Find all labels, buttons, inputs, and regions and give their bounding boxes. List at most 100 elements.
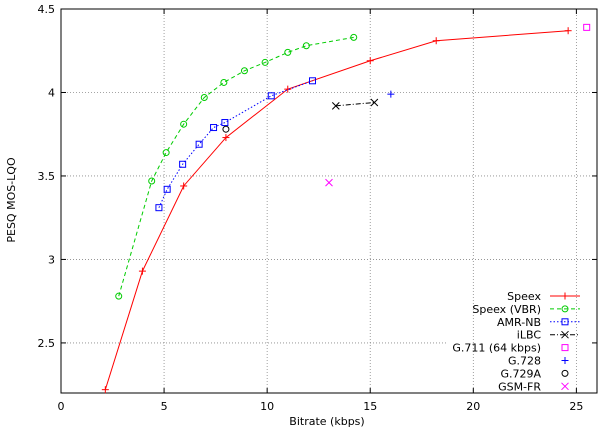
circle-marker <box>200 93 208 101</box>
data-point <box>210 124 218 132</box>
legend-label: Speex (VBR) <box>472 303 541 316</box>
legend-item: Speex (VBR) <box>472 303 580 316</box>
circle-marker <box>220 78 228 86</box>
square-marker <box>267 92 275 100</box>
circle-marker <box>240 67 248 75</box>
y-tick-label: 4.5 <box>38 3 56 16</box>
series-layer <box>101 23 591 394</box>
y-axis-title: PESQ MOS-LQO <box>5 157 18 243</box>
x-tick-label: 5 <box>161 400 168 413</box>
square-marker <box>221 119 229 127</box>
legend-label: iLBC <box>517 329 542 342</box>
data-point <box>115 292 123 300</box>
y-tick-label: 3 <box>48 253 55 266</box>
grid <box>61 9 597 393</box>
series-6 <box>222 125 230 133</box>
data-point <box>366 57 374 65</box>
square-marker <box>210 124 218 132</box>
data-point <box>370 98 379 107</box>
plus-marker <box>564 27 572 35</box>
data-point <box>179 160 187 168</box>
series-line <box>158 80 313 208</box>
data-point <box>180 182 188 190</box>
data-point <box>331 101 340 110</box>
x-marker <box>325 178 333 187</box>
legend-item: G.711 (64 kbps) <box>452 342 569 355</box>
data-point <box>284 48 292 56</box>
legend-label: G.711 (64 kbps) <box>452 342 541 355</box>
circle-marker <box>261 58 269 66</box>
data-point <box>220 78 228 86</box>
circle-marker <box>350 33 358 41</box>
plus-marker <box>101 386 109 394</box>
circle-marker <box>148 177 156 185</box>
plus-marker <box>561 292 569 300</box>
circle-marker <box>284 48 292 56</box>
x-marker-b <box>325 178 333 187</box>
circle-marker <box>302 42 310 50</box>
circle-marker <box>222 125 230 133</box>
legend-label: GSM-FR <box>498 380 541 393</box>
square-marker <box>195 140 203 148</box>
data-point <box>138 267 146 275</box>
y-tick-label: 2.5 <box>38 337 56 350</box>
square-marker <box>561 344 569 352</box>
legend-label: G.728 <box>508 355 541 368</box>
data-point <box>302 42 310 50</box>
data-point <box>261 58 269 66</box>
data-point <box>432 37 440 45</box>
data-point <box>350 33 358 41</box>
data-point <box>180 120 188 128</box>
circle-marker <box>115 292 123 300</box>
legend-item: iLBC <box>517 329 580 342</box>
data-point <box>195 140 203 148</box>
square-marker <box>561 318 569 326</box>
x-marker <box>561 382 569 391</box>
circle-marker <box>561 369 569 377</box>
data-point <box>163 185 171 193</box>
square-marker <box>163 185 171 193</box>
legend-label: Speex <box>507 290 541 303</box>
series-2 <box>155 77 317 212</box>
data-point <box>148 177 156 185</box>
plus-marker <box>366 57 374 65</box>
data-point <box>222 125 230 133</box>
data-point <box>583 23 591 31</box>
ticks: 0 5 10 15 20 25 2.5 3 3.5 4 4.5 <box>38 3 597 413</box>
x-tick-label: 15 <box>363 400 377 413</box>
y-tick-label: 3.5 <box>38 170 56 183</box>
series-line <box>335 101 375 107</box>
x-tick-label: 10 <box>260 400 274 413</box>
circle-marker <box>561 305 569 313</box>
legend-item: G.728 <box>508 355 569 368</box>
circle-marker <box>162 149 170 157</box>
plus-marker <box>561 357 569 364</box>
data-point <box>240 67 248 75</box>
legend-item: AMR-NB <box>497 316 580 329</box>
data-point <box>200 93 208 101</box>
plus-marker <box>180 182 188 190</box>
series-7 <box>325 178 333 187</box>
x-tick-label: 0 <box>58 400 65 413</box>
data-point <box>221 119 229 127</box>
data-point <box>162 149 170 157</box>
data-point <box>222 134 230 142</box>
data-point <box>564 27 572 35</box>
square-marker <box>179 160 187 168</box>
x-marker-b <box>561 330 569 339</box>
square-marker <box>309 77 317 85</box>
x-marker <box>331 101 340 110</box>
x-axis-title: Bitrate (kbps) <box>289 415 364 428</box>
legend-item: G.729A <box>500 367 569 380</box>
series-1 <box>115 33 358 300</box>
square-marker <box>155 204 163 212</box>
plus-marker <box>387 90 395 98</box>
legend-item: Speex <box>507 290 580 303</box>
plot-frame <box>60 8 598 394</box>
series-4 <box>583 23 591 31</box>
circle-marker <box>180 120 188 128</box>
legend-item: GSM-FR <box>498 380 569 393</box>
series-3 <box>331 98 379 110</box>
